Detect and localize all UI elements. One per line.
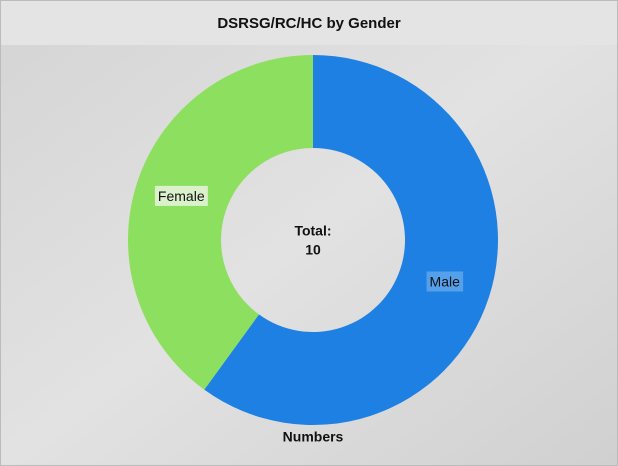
slice-label: Female — [158, 188, 205, 204]
series-name: Numbers — [283, 429, 344, 445]
donut: Male Female — [127, 54, 498, 425]
center-label: Total: — [294, 223, 331, 239]
slice-label-bg — [426, 271, 464, 292]
slice-label-bg — [154, 185, 208, 206]
donut-slice — [127, 54, 313, 390]
chart-title: DSRSG/RC/HC by Gender — [217, 15, 401, 32]
center-total: 10 — [305, 242, 321, 258]
slice-label: Male — [430, 274, 461, 290]
title-bar — [1, 1, 617, 45]
donut-slice — [204, 55, 498, 425]
